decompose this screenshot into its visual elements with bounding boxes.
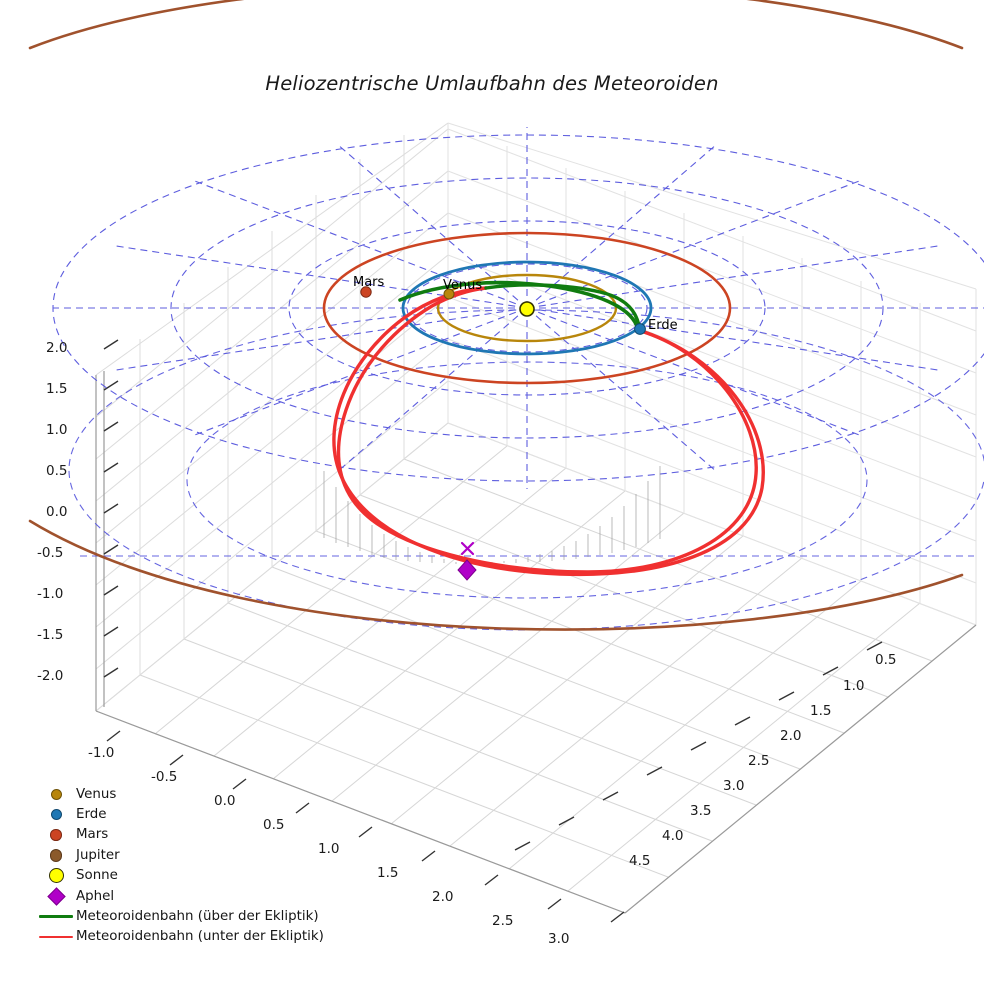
x-tick-label: -0.5 xyxy=(151,769,178,785)
z-tick-label: -2.0 xyxy=(37,668,64,684)
marker-venus xyxy=(443,288,455,300)
meteoroid-orbit-below-main xyxy=(332,286,765,577)
point-label-mars: Mars xyxy=(353,275,385,290)
pane-grid-right-wall xyxy=(447,122,977,626)
orbit-mars xyxy=(322,231,732,385)
x-tick-label: 0.5 xyxy=(263,817,285,833)
x-tick-label: 2.5 xyxy=(492,913,514,929)
mars-marker-icon xyxy=(36,829,76,841)
x-tick-label: 1.5 xyxy=(377,865,399,881)
x-tick-label: 1.0 xyxy=(318,841,340,857)
x-tick-label: -1.0 xyxy=(88,745,115,761)
legend-label: Erde xyxy=(76,807,107,823)
legend-item-jupiter[interactable]: Jupiter xyxy=(36,845,366,865)
y-tick-label: 4.5 xyxy=(629,853,651,869)
orbit-below-line-icon xyxy=(36,935,76,939)
erde-marker-icon xyxy=(36,809,76,821)
y-tick-label: 1.5 xyxy=(810,703,832,719)
z-tick-label: -1.5 xyxy=(37,627,64,643)
x-tick-label: 0.0 xyxy=(214,793,236,809)
z-tick-label: -0.5 xyxy=(37,545,64,561)
legend-item-orbit-below[interactable]: Meteoroidenbahn (unter der Ekliptik) xyxy=(36,927,366,947)
orbit-jupiter xyxy=(28,0,964,631)
x-tick-label: 3.0 xyxy=(548,931,570,947)
z-tick-label: 1.0 xyxy=(46,422,68,438)
jupiter-marker-icon xyxy=(36,849,76,862)
y-tick-label: 3.5 xyxy=(690,803,712,819)
legend-item-venus[interactable]: Venus xyxy=(36,784,366,804)
legend-label: Venus xyxy=(76,786,117,802)
meteoroid-orbit-above-arc xyxy=(398,280,640,332)
legend-item-mars[interactable]: Mars xyxy=(36,825,366,845)
orbit-erde xyxy=(401,260,653,356)
pane-grid-floor xyxy=(95,422,977,914)
legend-label: Sonne xyxy=(76,868,118,884)
x-tick-label: 2.0 xyxy=(432,889,454,905)
point-label-venus: Venus xyxy=(443,278,483,293)
axis-ticks xyxy=(103,339,883,923)
legend-item-orbit-above[interactable]: Meteoroidenbahn (über der Ekliptik) xyxy=(36,906,366,926)
z-tick-label: 2.0 xyxy=(46,340,68,356)
point-label-erde: Erde xyxy=(648,318,678,333)
y-tick-label: 2.0 xyxy=(780,728,802,744)
orbit-venus xyxy=(436,273,618,343)
legend-item-erde[interactable]: Erde xyxy=(36,804,366,824)
y-tick-label: 0.5 xyxy=(875,652,897,668)
aphel-diamond-icon xyxy=(36,886,76,906)
legend-label: Jupiter xyxy=(76,847,120,863)
legend-label: Meteoroidenbahn (über der Ekliptik) xyxy=(76,909,319,925)
y-tick-label: 4.0 xyxy=(662,828,684,844)
legend-label: Mars xyxy=(76,827,109,843)
z-tick-label: 0.5 xyxy=(46,463,68,479)
legend-label: Meteoroidenbahn (unter der Ekliptik) xyxy=(76,929,324,945)
marker-sonne xyxy=(519,301,535,317)
y-tick-label: 3.0 xyxy=(723,778,745,794)
orbit-drop-stems xyxy=(323,466,661,564)
z-tick-label: -1.0 xyxy=(37,586,64,602)
legend-label: Aphel xyxy=(76,888,115,904)
orbit-above-line-icon xyxy=(36,915,76,918)
polar-grid-dashed xyxy=(52,127,984,489)
sonne-marker-icon xyxy=(36,868,76,884)
y-tick-label: 1.0 xyxy=(843,678,865,694)
marker-mars xyxy=(360,286,372,298)
venus-marker-icon xyxy=(36,788,76,800)
page-title: Heliozentrische Umlaufbahn des Meteoroid… xyxy=(265,72,719,95)
marker-erde xyxy=(634,323,646,335)
marker-aphel-cross xyxy=(460,541,475,556)
z-tick-label: 1.5 xyxy=(46,381,68,397)
legend-item-aphel[interactable]: Aphel xyxy=(36,886,366,906)
axis-spines xyxy=(95,371,977,914)
y-tick-label: 2.5 xyxy=(748,753,770,769)
legend: Venus Erde Mars Jupiter Sonne xyxy=(36,784,366,947)
marker-aphel xyxy=(457,559,477,581)
legend-item-sonne[interactable]: Sonne xyxy=(36,866,366,886)
z-tick-label: 0.0 xyxy=(46,504,68,520)
